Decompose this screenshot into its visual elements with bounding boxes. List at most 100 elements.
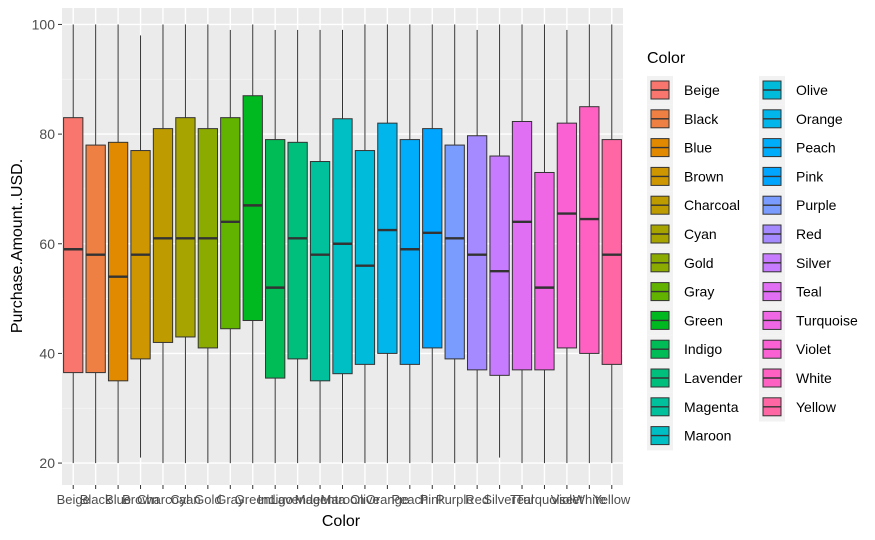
x-tick-label: Magenta: [295, 492, 346, 507]
legend-label: Beige: [684, 82, 720, 98]
box-iqr: [556, 122, 578, 349]
legend-label: Violet: [796, 341, 831, 357]
legend-label: Blue: [684, 140, 712, 156]
box-gray: [220, 29, 241, 464]
box-blue: [107, 24, 129, 464]
legend-item-teal: Teal: [759, 277, 822, 307]
legend-item-lavender: Lavender: [647, 364, 743, 393]
box-pink: [422, 24, 443, 464]
legend-item-brown: Brown: [647, 162, 724, 192]
legend-item-silver: Silver: [759, 248, 831, 278]
x-tick-label: White: [573, 492, 606, 507]
box-charcoal: [152, 24, 174, 464]
legend-label: Gold: [684, 255, 714, 271]
legend-label: Indigo: [684, 341, 722, 357]
x-tick-label: Charcoal: [137, 492, 189, 507]
box-iqr: [63, 117, 84, 374]
box-iqr: [511, 120, 533, 371]
box-iqr: [265, 139, 286, 379]
box-iqr: [579, 106, 600, 354]
legend-item-beige: Beige: [647, 76, 720, 105]
legend-label: Gray: [684, 284, 714, 300]
y-tick-label: 100: [32, 16, 56, 32]
x-tick-label: Cyan: [170, 492, 200, 507]
legend-label: Silver: [796, 255, 831, 271]
legend-item-indigo: Indigo: [647, 335, 722, 364]
x-tick-label: Teal: [510, 492, 534, 507]
box-iqr: [489, 155, 510, 376]
box-indigo: [265, 29, 286, 464]
legend-item-charcoal: Charcoal: [647, 191, 740, 220]
box-magenta: [309, 29, 331, 464]
x-tick-label: Blue: [105, 492, 131, 507]
legend-title: Color: [647, 50, 686, 67]
y-axis: 20 40 60 80 100: [32, 16, 62, 471]
legend-item-magenta: Magenta: [647, 392, 739, 422]
legend-item-purple: Purple: [759, 191, 837, 220]
legend-label: Lavender: [684, 370, 743, 386]
x-tick-label: Orange: [366, 492, 409, 507]
legend-item-peach: Peach: [759, 133, 836, 163]
legend-label: Olive: [796, 82, 828, 98]
x-tick-label: Beige: [57, 492, 90, 507]
legend-label: Yellow: [796, 399, 837, 415]
y-tick-label: 40: [39, 345, 55, 361]
legend-label: Orange: [796, 111, 843, 127]
box-iqr: [444, 144, 465, 360]
legend-label: White: [796, 370, 832, 386]
legend-item-yellow: Yellow: [759, 392, 837, 422]
y-tick-label: 80: [39, 126, 55, 142]
box-green: [242, 24, 263, 464]
legend-label: Peach: [796, 140, 836, 156]
box-iqr: [332, 118, 353, 375]
x-tick-label: Black: [80, 492, 112, 507]
x-tick-label: Brown: [122, 492, 159, 507]
legend-item-black: Black: [647, 104, 719, 134]
x-tick-label: Green: [235, 492, 271, 507]
legend-label: Black: [684, 111, 719, 127]
box-iqr: [175, 117, 196, 338]
legend-label: Pink: [796, 168, 824, 184]
box-iqr: [242, 95, 263, 322]
legend-label: Brown: [684, 168, 724, 184]
y-tick-label: 60: [39, 236, 55, 252]
legend-label: Cyan: [684, 226, 717, 242]
legend-label: Turquoise: [796, 312, 858, 328]
box-violet: [556, 29, 578, 464]
x-tick-label: Maroon: [320, 492, 364, 507]
box-olive: [354, 24, 376, 464]
box-iqr: [309, 161, 331, 382]
legend-label: Purple: [796, 197, 837, 213]
box-iqr: [152, 128, 174, 343]
box-iqr: [354, 150, 376, 365]
box-maroon: [332, 29, 353, 464]
box-red: [466, 29, 488, 464]
x-tick-label: Gold: [194, 492, 221, 507]
box-gold: [197, 24, 219, 464]
x-axis: BeigeBlackBlueBrownCharcoalCyanGoldGrayG…: [57, 485, 631, 507]
box-teal: [511, 24, 533, 464]
x-axis-title: Color: [322, 513, 361, 530]
x-tick-label: Pink: [420, 492, 446, 507]
legend-item-gold: Gold: [647, 248, 714, 278]
legend-label: Teal: [796, 284, 822, 300]
x-tick-label: Gray: [216, 492, 245, 507]
x-tick-label: Lavender: [271, 492, 326, 507]
box-cyan: [175, 24, 196, 464]
legend-item-green: Green: [647, 306, 723, 336]
x-tick-label: Violet: [551, 492, 584, 507]
legend-label: Maroon: [684, 428, 731, 444]
legend-item-white: White: [759, 364, 832, 393]
box-beige: [63, 24, 84, 464]
box-silver: [489, 24, 510, 458]
box-purple: [444, 24, 465, 464]
box-iqr: [422, 128, 443, 349]
x-tick-label: Olive: [350, 492, 380, 507]
y-tick-label: 20: [39, 455, 55, 471]
box-iqr: [220, 117, 241, 330]
legend-item-orange: Orange: [759, 104, 843, 134]
box-iqr: [107, 141, 129, 382]
box-iqr: [466, 135, 488, 371]
box-lavender: [287, 29, 308, 464]
